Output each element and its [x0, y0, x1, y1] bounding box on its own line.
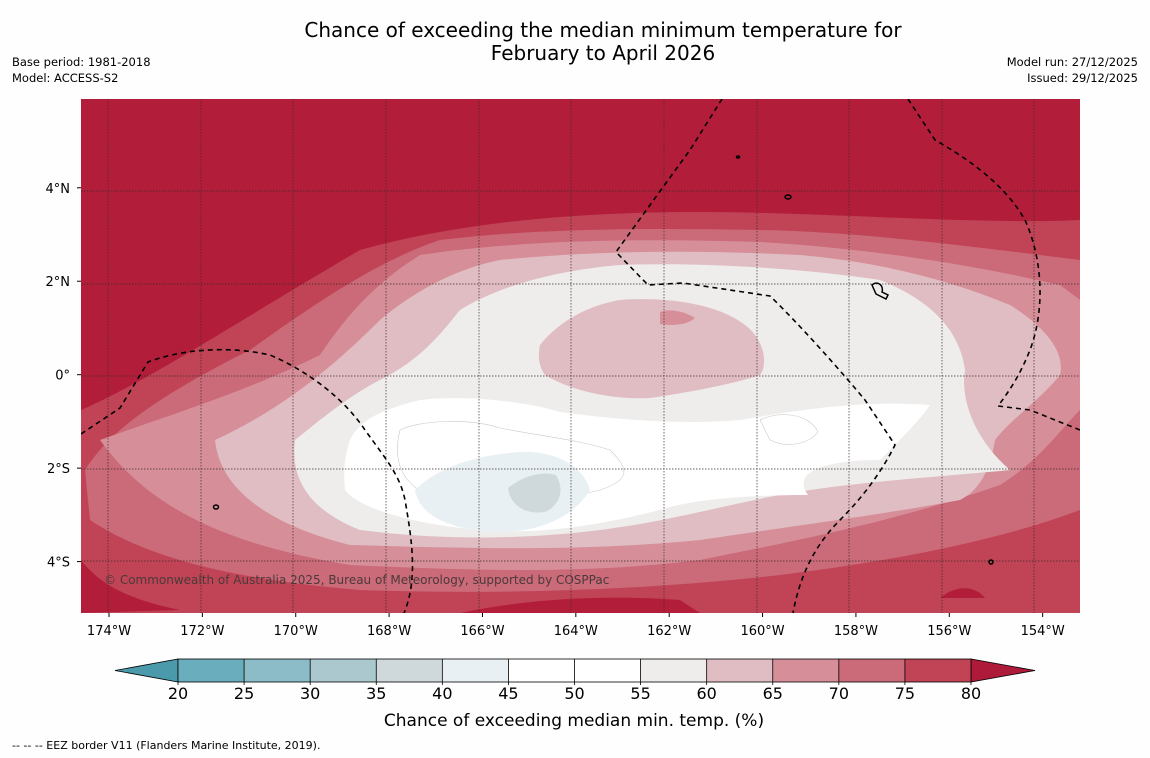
lat-tick-label: 2°N	[46, 275, 71, 290]
colorbar-bin	[310, 659, 377, 682]
island-southwest	[212, 504, 220, 510]
lon-tick-label: 170°W	[274, 624, 318, 639]
colorbar: 20 25 30 35 40 45 50 55 60 65 70 75 80	[114, 658, 1036, 703]
band-35-40	[508, 473, 561, 513]
eez-border-central	[614, 99, 896, 613]
colorbar-tick-label: 80	[961, 684, 981, 703]
model-run-text: Model run: 27/12/2025	[1006, 55, 1138, 69]
band-80-south	[81, 560, 985, 613]
lon-tick-label: 166°W	[460, 624, 504, 639]
warm-patch-65-70	[660, 310, 695, 325]
lon-tick-label: 162°W	[647, 624, 691, 639]
lat-tick-label: 0°	[55, 369, 70, 384]
colorbar-tick-label: 65	[763, 684, 783, 703]
lon-tick-label: 156°W	[927, 624, 971, 639]
issued-text: Issued: 29/12/2025	[1027, 71, 1138, 85]
copyright-text: © Commonwealth of Australia 2025, Bureau…	[104, 573, 609, 587]
island-south	[988, 559, 994, 565]
island-far-north	[735, 155, 741, 159]
left-metadata: Base period: 1981-2018 Model: ACCESS-S2	[12, 54, 151, 86]
map-plot-area	[81, 99, 1080, 613]
eez-borders	[81, 99, 1080, 613]
eez-border-east	[907, 99, 1080, 431]
model-text: Model: ACCESS-S2	[12, 71, 119, 85]
colorbar-tick-label: 40	[432, 684, 452, 703]
lon-tick-label: 174°W	[87, 624, 131, 639]
lon-tick-label: 158°W	[834, 624, 878, 639]
colorbar-tick-label: 75	[895, 684, 915, 703]
colorbar-tick-label: 35	[366, 684, 386, 703]
colorbar-tick-label: 60	[696, 684, 716, 703]
colorbar-tick-label: 55	[630, 684, 650, 703]
base-period-text: Base period: 1981-2018	[12, 55, 151, 69]
lon-tick-label: 154°W	[1021, 624, 1065, 639]
eez-legend-note: -- -- -- EEZ border V11 (Flanders Marine…	[12, 739, 321, 752]
colorbar-bin	[772, 659, 839, 682]
colorbar-tick-label: 50	[564, 684, 584, 703]
colorbar-bin	[178, 659, 245, 682]
band-40-45	[415, 451, 590, 532]
colorbar-tick-label: 25	[234, 684, 254, 703]
lat-tick-label: 4°S	[47, 556, 70, 571]
title-line-1: Chance of exceeding the median minimum t…	[304, 18, 902, 42]
colorbar-tick-label: 20	[168, 684, 188, 703]
colorbar-tick-label: 45	[498, 684, 518, 703]
colorbar-bin	[706, 659, 773, 682]
colorbar-bin	[904, 659, 971, 682]
island-north-small	[784, 194, 792, 200]
colorbar-under-arrow	[114, 658, 179, 683]
colorbar-bin	[640, 659, 707, 682]
lat-tick-label: 2°S	[47, 462, 70, 477]
lon-tick-label: 164°W	[554, 624, 598, 639]
lon-tick-label: 172°W	[180, 624, 224, 639]
lon-tick-label: 160°W	[740, 624, 784, 639]
islands	[212, 155, 994, 565]
colorbar-bin	[574, 659, 641, 682]
colorbar-title: Chance of exceeding median min. temp. (%…	[384, 711, 764, 731]
colorbar-bin	[508, 659, 575, 682]
lat-tick-label: 4°N	[46, 182, 71, 197]
colorbar-bin	[838, 659, 905, 682]
colorbar-tick-label: 70	[829, 684, 849, 703]
right-metadata: Model run: 27/12/2025 Issued: 29/12/2025	[1007, 54, 1138, 86]
map-gridlines	[81, 99, 1080, 613]
colorbar-over-arrow	[970, 658, 1036, 683]
lon-tick-label: 168°W	[367, 624, 411, 639]
latitude-axis: 4°N 2°N 0° 2°S 4°S	[46, 182, 81, 571]
map-title: Chance of exceeding the median minimum t…	[220, 19, 986, 65]
eez-border-west	[81, 348, 414, 613]
colorbar-bin	[376, 659, 443, 682]
cool-patch-east	[759, 414, 819, 445]
title-line-2: February to April 2026	[490, 41, 716, 65]
colorbar-bin	[442, 659, 509, 682]
colorbar-bin	[244, 659, 311, 682]
warm-patch-60-65	[538, 299, 765, 399]
island-kiritimati	[871, 282, 890, 301]
colorbar-tick-label: 30	[300, 684, 320, 703]
longitude-axis: 174°W 172°W 170°W 168°W 166°W 164°W 162°W 160°W…	[87, 613, 1065, 639]
